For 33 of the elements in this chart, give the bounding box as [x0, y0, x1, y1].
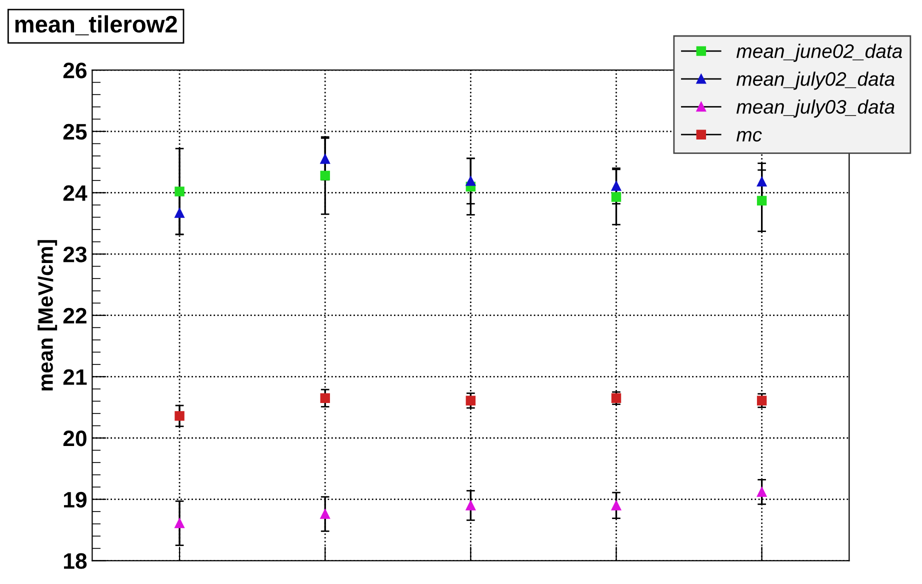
y-tick-label: 21 — [63, 369, 87, 385]
point — [466, 176, 476, 186]
legend-label: mean_june02_data — [736, 44, 902, 62]
point — [174, 411, 184, 421]
point — [756, 396, 767, 406]
point — [611, 192, 622, 202]
point — [320, 154, 330, 164]
y-axis-title: mean [MeV/cm] — [38, 240, 58, 390]
y-tick-label: 24 — [63, 185, 88, 201]
legend-label: mean_july03_data — [736, 99, 894, 118]
legend-label: mc — [736, 130, 762, 142]
point — [174, 208, 184, 218]
point — [756, 487, 767, 497]
point — [174, 518, 184, 528]
point — [611, 500, 622, 510]
y-tick-label: 18 — [64, 553, 87, 569]
point — [611, 181, 622, 191]
y-tick-label: 23 — [63, 246, 87, 262]
point — [756, 196, 767, 206]
y-tick-label: 20 — [63, 430, 86, 446]
point — [466, 396, 476, 406]
point — [320, 170, 330, 180]
y-tick-label: 26 — [63, 62, 87, 78]
y-tick-label: 25 — [63, 124, 87, 140]
y-tick-label: 19 — [64, 492, 87, 508]
y-tick-label: 22 — [63, 308, 86, 324]
chart-title: mean_tilerow2 — [15, 15, 177, 36]
point — [466, 500, 476, 510]
point — [174, 186, 184, 196]
point — [320, 393, 330, 404]
point — [756, 176, 767, 187]
legend-label: mean_july02_data — [736, 72, 894, 90]
point — [320, 509, 330, 519]
